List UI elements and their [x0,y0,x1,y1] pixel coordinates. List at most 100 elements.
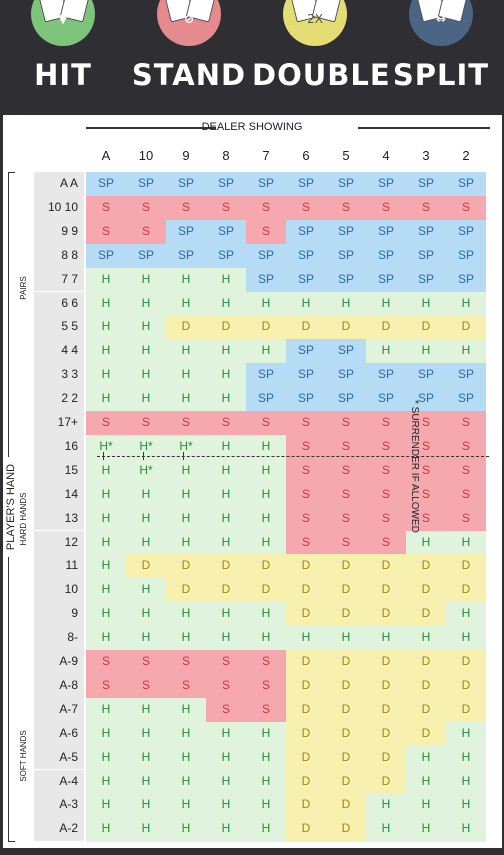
strategy-cell: H* [86,434,126,460]
strategy-cell: S [86,219,126,245]
strategy-cell: H [126,745,166,770]
strategy-cell: S [246,195,286,221]
strategy-cell: H [126,363,166,388]
strategy-cell: H [86,458,126,484]
strategy-cell: H [406,530,446,555]
strategy-cell: S [126,673,166,699]
strategy-cell: H [126,578,166,603]
dealer-showing-label: DEALER SHOWING [201,121,303,133]
strategy-cell: S [86,411,126,436]
strategy-cell: H [86,721,126,747]
strategy-cell: SP [366,243,406,269]
strategy-cell: H [166,339,206,364]
strategy-cell: D [446,697,486,723]
strategy-cell: H [86,745,126,770]
strategy-cell: S [206,650,246,675]
row-label: 9 9 [34,219,84,244]
strategy-cell: SP [446,219,486,245]
strategy-cell: H [206,434,246,460]
strategy-cell: H [406,793,446,818]
strategy-cell: H [126,793,166,818]
strategy-cell: SP [366,219,406,245]
strategy-cell: D [206,578,246,603]
row-label: A-9 [34,650,84,674]
strategy-cell: H [166,602,206,627]
row-label: 7 7 [34,267,84,292]
stand-label: STAND [131,58,247,92]
strategy-cell: D [166,315,206,340]
strategy-cell: SP [406,243,446,269]
strategy-cell: SP [126,172,166,197]
dealer-card-9: 9 [182,148,190,163]
strategy-cell: H [126,315,166,340]
strategy-cell: H [166,291,206,316]
strategy-cell: H [126,506,166,531]
strategy-cell: H [166,626,206,651]
strategy-cell: S [286,506,326,531]
strategy-cell: S [366,530,406,555]
strategy-cell: H [166,267,206,292]
strategy-cell: S [406,434,446,460]
hard-hands-section-label: HARD HANDS [19,492,28,546]
pairs-section-label: PAIRS [19,276,28,300]
strategy-cell: H [406,817,446,842]
strategy-cell: D [366,315,406,340]
strategy-cell: D [326,817,366,842]
strategy-cell: D [286,602,326,627]
strategy-cell: H [206,530,246,555]
strategy-cell: H [166,793,206,818]
strategy-cell: SP [86,243,126,269]
strategy-cell: SP [206,219,246,245]
strategy-cell: S [246,697,286,723]
row-label: 14 [34,482,84,507]
strategy-cell: D [446,673,486,699]
strategy-cell: D [406,578,446,603]
strategy-cell: H* [126,434,166,460]
strategy-cell: D [286,554,326,579]
stand-icon: ⊘ [157,0,221,46]
split-label: SPLIT [392,58,490,92]
strategy-cell: H [406,291,446,316]
player-hand-label: PLAYER'S HAND [5,457,19,557]
strategy-cell: H [166,506,206,531]
dealer-card-10: 10 [138,148,154,163]
row-label: 10 10 [34,195,84,220]
strategy-cell: S [326,530,366,555]
strategy-cell: H [406,769,446,794]
strategy-cell: S [406,411,446,436]
strategy-cell: H [126,769,166,794]
legend-stand: ⊘ STAND [126,0,252,108]
strategy-cell: H [206,745,246,770]
strategy-cell: S [406,195,446,221]
strategy-cell: D [326,602,366,627]
strategy-cell: D [326,554,366,579]
strategy-cell: H [366,817,406,842]
strategy-cell: S [326,506,366,531]
strategy-cell: S [406,482,446,508]
strategy-cell: S [366,458,406,484]
strategy-cell: H [206,387,246,412]
strategy-cell: H [246,769,286,794]
strategy-cell: H [246,291,286,316]
strategy-cell: SP [286,339,326,364]
surrender-tick [183,452,184,460]
row-label: A A [34,172,84,196]
strategy-cell: H [446,626,486,651]
strategy-cell: H [86,530,126,555]
row-label: 6 6 [34,291,84,316]
strategy-cell: H [206,267,246,292]
dealer-card-6: 6 [302,148,310,163]
strategy-cell: D [366,650,406,675]
strategy-cell: SP [326,243,366,269]
strategy-cell: H [446,602,486,627]
strategy-cell: H [446,817,486,842]
strategy-cell: SP [286,172,326,197]
strategy-cell: H [86,626,126,651]
strategy-cell: D [406,650,446,675]
strategy-cell: S [366,482,406,508]
strategy-cell: S [166,650,206,675]
row-label: 11 [34,554,84,579]
strategy-cell: H* [166,434,206,460]
dealer-rule-left [86,127,216,129]
strategy-cell: H [86,506,126,531]
